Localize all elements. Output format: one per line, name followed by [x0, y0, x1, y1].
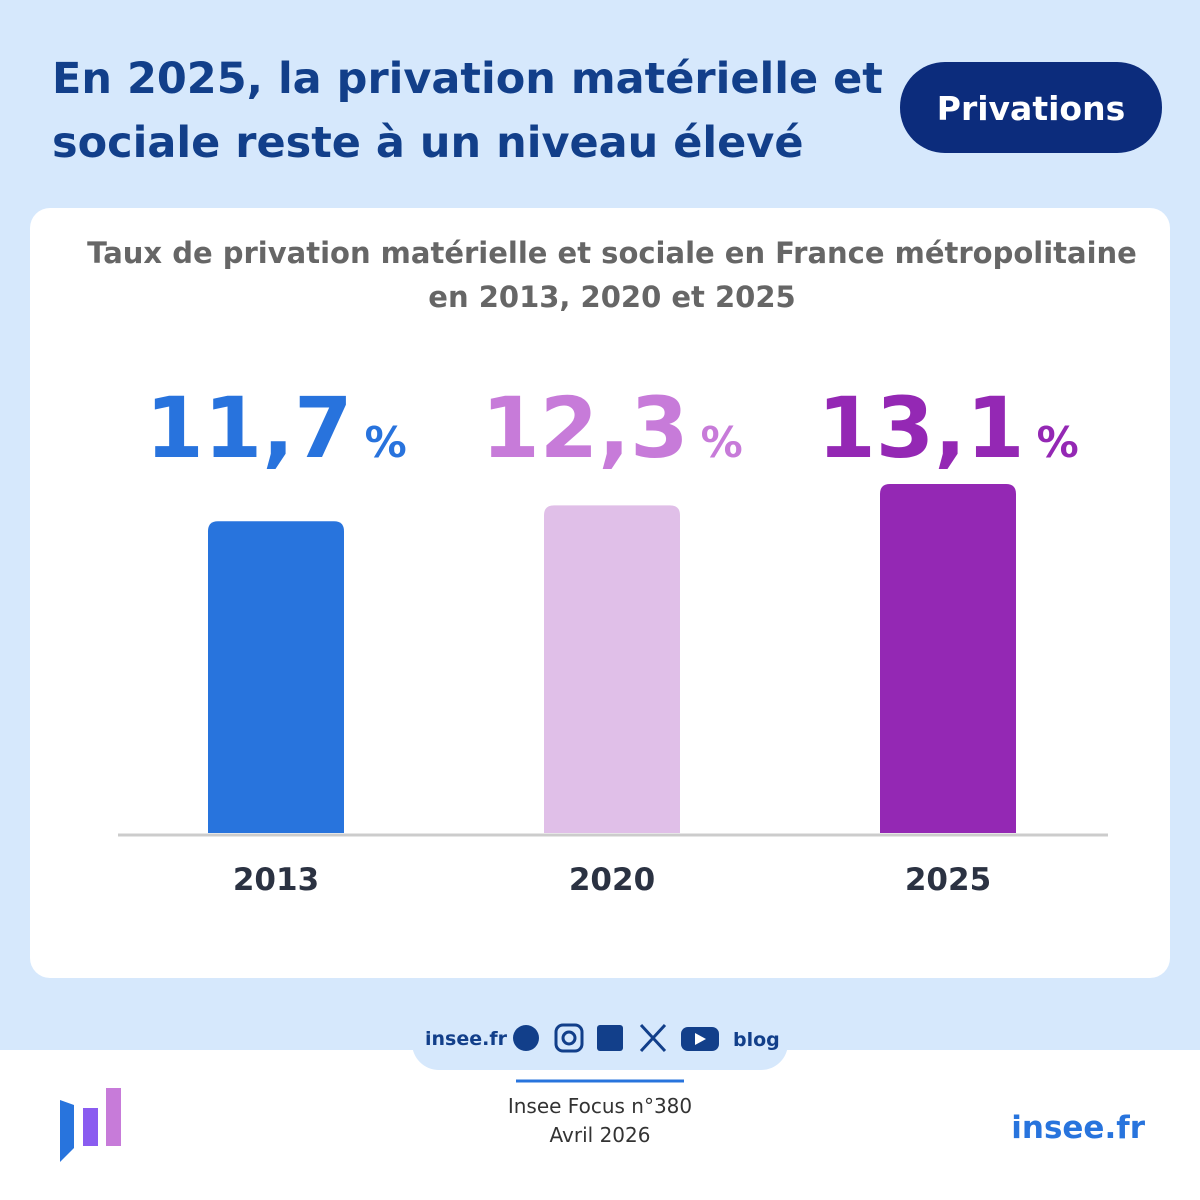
linkedin-icon — [597, 1025, 623, 1051]
badge-label: Privations — [937, 89, 1125, 128]
bar — [544, 505, 680, 833]
value-number: 12,3 — [481, 379, 688, 477]
footer-background — [0, 1050, 1200, 1200]
title-line: En 2025, la privation matérielle et — [52, 54, 883, 104]
social-site: insee.fr — [425, 1028, 508, 1050]
site: insee.fr — [1011, 1110, 1145, 1146]
instagram-icon-lens — [561, 1030, 577, 1046]
chart-title: en 2013, 2020 et 2025 — [428, 280, 795, 314]
value-number: 11,7 — [145, 379, 352, 477]
bars: 11,7 % 2013 12,3 % 2020 13,1 % 2025 — [145, 379, 1078, 898]
title-line: sociale reste à un niveau élevé — [52, 118, 804, 168]
value-label: 11,7% — [145, 379, 406, 477]
value-unit: % — [701, 418, 743, 467]
bluesky-icon — [513, 1025, 539, 1051]
logo-bar — [60, 1100, 74, 1162]
publication-date: Avril 2026 — [550, 1123, 651, 1147]
badge — [900, 62, 1162, 153]
x-tick-label: 2013 — [233, 862, 319, 898]
x-icon — [639, 1023, 667, 1053]
x-tick-label: 2025 — [905, 862, 991, 898]
bar — [208, 521, 344, 833]
logo-bar — [83, 1108, 98, 1146]
logo-bar — [106, 1088, 121, 1146]
value-unit: % — [365, 418, 407, 467]
x-tick-label: 2020 — [569, 862, 655, 898]
value-unit: % — [1037, 418, 1079, 467]
bar — [880, 484, 1016, 833]
chart-title: Taux de privation matérielle et sociale … — [87, 236, 1137, 270]
value-number: 13,1 — [817, 379, 1024, 477]
value-label: 12,3% — [481, 379, 742, 477]
blog-link: blog — [733, 1029, 780, 1051]
publication: Insee Focus n°380 — [508, 1094, 692, 1118]
youtube-play — [695, 1033, 706, 1045]
value-label: 13,1% — [817, 379, 1078, 477]
instagram-icon — [554, 1023, 584, 1053]
